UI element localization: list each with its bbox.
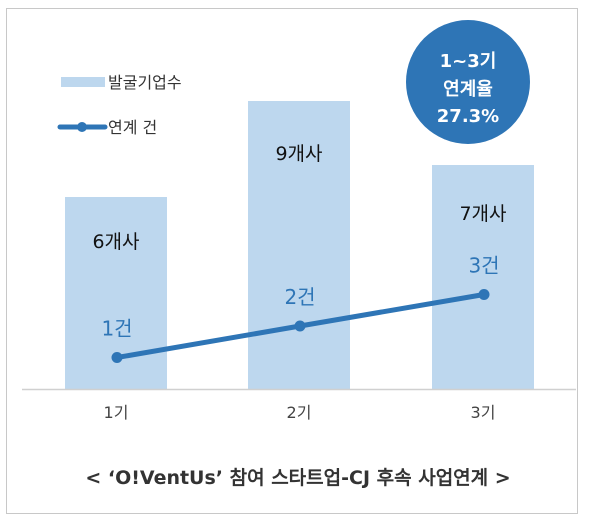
- legend-line-marker: [77, 122, 87, 132]
- bar-data-label: 7개사: [459, 203, 506, 225]
- line-point-3: [478, 289, 490, 300]
- line-data-label: 2건: [284, 285, 315, 309]
- rate-annotation-line-2: 연계율: [443, 79, 493, 100]
- legend-bar-swatch: [61, 77, 105, 87]
- rate-annotation-line-3: 27.3%: [437, 106, 499, 127]
- rate-annotation: 1~3기 연계율 27.3%: [406, 20, 530, 144]
- bar-data-label: 9개사: [275, 143, 322, 165]
- legend-bar-label: 발굴기업수: [108, 73, 182, 92]
- line-data-label: 3건: [468, 254, 499, 278]
- bar-data-label: 6개사: [92, 231, 139, 253]
- line-data-label: 1건: [101, 317, 132, 341]
- rate-annotation-circle: [406, 20, 530, 144]
- legend-line-label: 연계 건: [108, 118, 157, 137]
- legend: 발굴기업수 연계 건: [57, 73, 182, 137]
- bar-3: [432, 165, 534, 389]
- line-point-1: [111, 352, 123, 363]
- x-tick-label: 3기: [471, 403, 496, 422]
- x-tick-label: 2기: [287, 403, 312, 422]
- line-point-2: [294, 320, 306, 332]
- x-tick-label: 1기: [104, 403, 129, 422]
- bar-2: [248, 101, 350, 389]
- chart-title: < ‘O!VentUs’ 참여 스타트업-CJ 후속 사업연계 >: [85, 467, 510, 489]
- rate-annotation-line-1: 1~3기: [440, 51, 497, 72]
